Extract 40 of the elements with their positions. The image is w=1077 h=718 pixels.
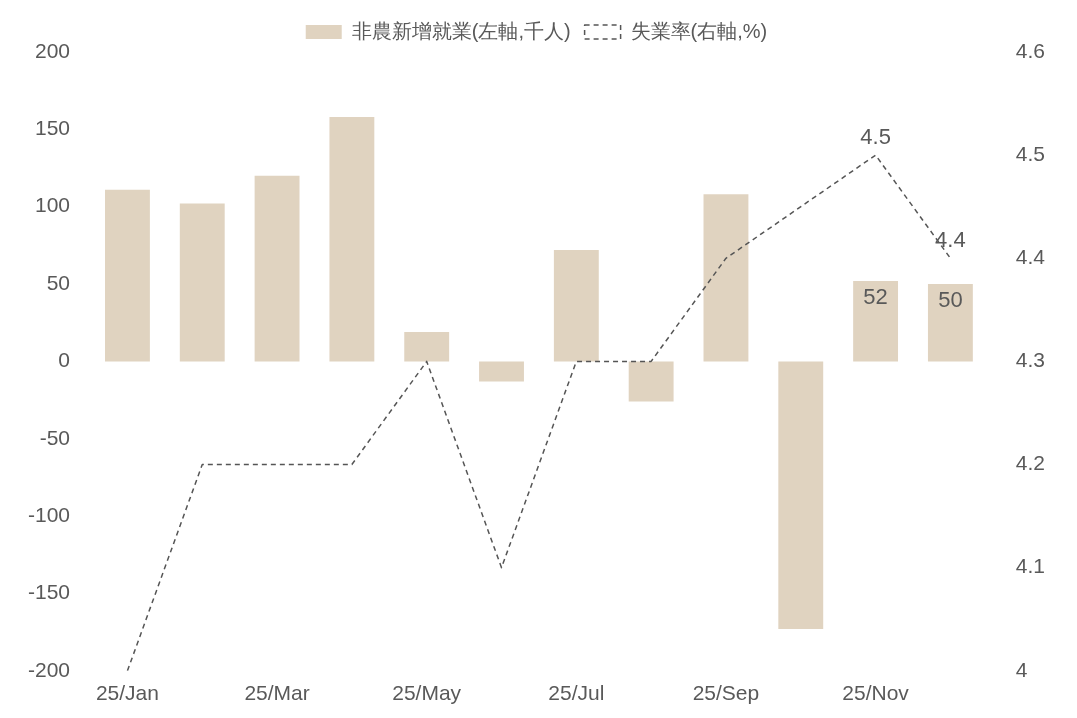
y-tick-label: 200 <box>34 38 71 62</box>
y-tick-label: 50 <box>46 270 71 294</box>
x-tick-label: 25/Nov <box>842 681 910 705</box>
bar <box>703 194 749 362</box>
data-label: 50 <box>938 287 963 313</box>
y2-tick-label: 4.2 <box>1015 451 1046 475</box>
bar <box>778 361 824 630</box>
bar <box>927 284 973 362</box>
bar <box>254 175 300 362</box>
y-tick-label: 0 <box>58 348 71 372</box>
y2-tick-label: 4 <box>1015 657 1028 681</box>
bar <box>404 332 450 362</box>
y2-tick-label: 4.6 <box>1015 38 1046 62</box>
data-label: 4.4 <box>935 227 966 253</box>
y-tick-label: -200 <box>28 657 71 681</box>
y-tick-label: -100 <box>28 502 71 526</box>
y-tick-label: -150 <box>28 580 71 604</box>
y2-tick-label: 4.1 <box>1015 554 1046 578</box>
bar <box>479 361 524 382</box>
bar <box>853 280 899 362</box>
y2-tick-label: 4.3 <box>1015 348 1046 372</box>
x-tick-label: 25/Jul <box>548 681 605 705</box>
bar <box>628 361 674 402</box>
x-tick-label: 25/Sep <box>692 681 760 705</box>
data-label: 52 <box>863 284 888 310</box>
bar <box>104 189 150 362</box>
y-tick-label: 100 <box>34 193 71 217</box>
bar <box>179 203 225 362</box>
x-tick-label: 25/May <box>392 681 462 705</box>
y2-tick-label: 4.4 <box>1015 245 1046 269</box>
bar <box>553 250 599 362</box>
y-tick-label: -50 <box>39 425 71 449</box>
legend-label: 非農新增就業(左軸,千人) <box>351 19 571 42</box>
legend-label: 失業率(右軸,%) <box>630 19 768 42</box>
bar <box>329 116 375 362</box>
x-tick-label: 25/Mar <box>244 681 310 705</box>
y-tick-label: 150 <box>34 116 71 140</box>
data-label: 4.5 <box>860 124 891 150</box>
x-tick-label: 25/Jan <box>95 681 159 705</box>
y2-tick-label: 4.5 <box>1015 141 1046 165</box>
